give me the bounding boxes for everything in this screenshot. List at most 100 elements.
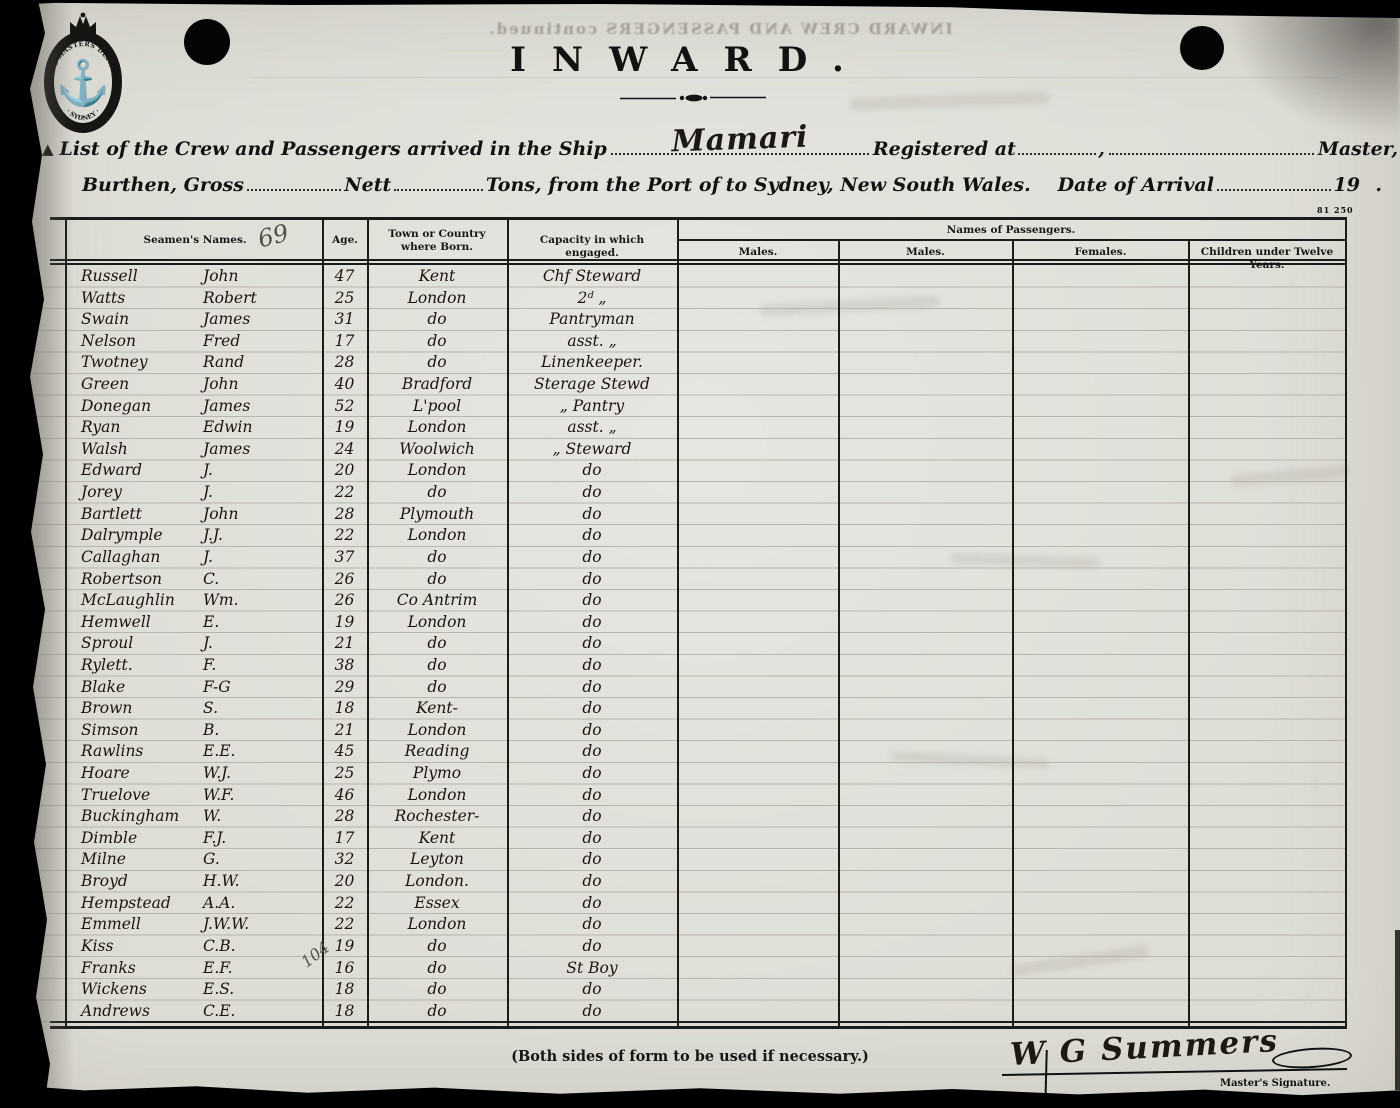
- cell-age: 22: [334, 526, 355, 545]
- surname: Franks: [81, 958, 136, 977]
- cell-passenger-children: [1188, 785, 1345, 807]
- cell-passenger-males-1: [677, 525, 838, 547]
- given-name: E.S.: [203, 980, 235, 999]
- header-bottom-line-1: [50, 259, 1347, 261]
- header-bottom-line-2: [50, 263, 1347, 265]
- cell-passenger-males-2: [838, 482, 1012, 504]
- cell-passenger-males-2: [838, 979, 1012, 1001]
- cell-seaman-name: Franks E.F.: [65, 958, 322, 980]
- cell-seaman-name: Robertson C.: [65, 569, 322, 591]
- given-name: James: [203, 439, 251, 458]
- cell-passenger-males-1: [677, 936, 838, 958]
- given-name: W.F.: [203, 785, 235, 804]
- cell-passenger-children: [1188, 439, 1345, 461]
- surname: Truelove: [81, 785, 151, 804]
- cell-capacity: do: [582, 742, 602, 761]
- surname: Ryan: [81, 418, 121, 437]
- table-row: Simson B. 21 London do: [65, 720, 1345, 742]
- cell-passenger-children: [1188, 331, 1345, 353]
- cell-passenger-males-2: [838, 828, 1012, 850]
- cell-born: do: [427, 353, 447, 372]
- cell-passenger-females: [1012, 547, 1188, 569]
- given-name: Edwin: [203, 418, 253, 437]
- surname: Hemwell: [81, 612, 151, 631]
- surname: Edward: [81, 461, 143, 480]
- cell-passenger-males-1: [677, 720, 838, 742]
- cell-age: 28: [334, 807, 355, 826]
- cell-passenger-males-2: [838, 958, 1012, 980]
- cell-passenger-children: [1188, 460, 1345, 482]
- gross-blank: [246, 189, 342, 191]
- cell-born: Bradford: [401, 375, 473, 394]
- surname: Russell: [81, 267, 138, 285]
- cell-born: Kent: [418, 828, 456, 847]
- cell-born: London: [407, 461, 467, 480]
- cell-seaman-name: Kiss C.B.: [65, 936, 322, 958]
- cell-passenger-children: [1188, 569, 1345, 591]
- cell-passenger-females: [1012, 741, 1188, 763]
- page-title: INWARD.: [510, 40, 870, 80]
- given-name: E.F.: [203, 958, 233, 977]
- ship-name-blank: Mamari: [610, 120, 869, 159]
- cell-passenger-males-1: [677, 655, 838, 677]
- cell-passenger-males-2: [838, 698, 1012, 720]
- cell-passenger-males-2: [838, 655, 1012, 677]
- cell-passenger-children: [1188, 698, 1345, 720]
- cell-passenger-males-1: [677, 893, 838, 915]
- cell-passenger-females: [1012, 849, 1188, 871]
- nett-blank: [394, 189, 483, 191]
- cell-capacity: do: [582, 483, 602, 502]
- cell-capacity: do: [582, 872, 602, 891]
- cell-passenger-males-2: [838, 763, 1012, 785]
- cell-passenger-females: [1012, 288, 1188, 310]
- cell-capacity: do: [582, 915, 602, 934]
- master-signature-label: Master's Signature.: [1220, 1078, 1331, 1089]
- cell-capacity: do: [582, 828, 602, 847]
- surname: Dimble: [81, 828, 138, 847]
- given-name: G.: [203, 850, 220, 869]
- tons-label: Tons, from the Port of: [485, 174, 720, 196]
- cell-capacity: „ Steward: [552, 439, 632, 458]
- corner-smudge: [1210, 0, 1400, 150]
- cell-passenger-females: [1012, 417, 1188, 439]
- col-border: [677, 217, 679, 1027]
- cell-seaman-name: Sproul J.: [65, 633, 322, 655]
- cell-born: London: [407, 915, 467, 934]
- cell-passenger-males-2: [838, 352, 1012, 374]
- cell-age: 21: [334, 720, 355, 739]
- cell-seaman-name: Rawlins E.E.: [65, 741, 322, 763]
- cell-passenger-males-1: [677, 741, 838, 763]
- surname: Emmell: [81, 915, 141, 934]
- col-border: [507, 217, 509, 1027]
- cell-seaman-name: Green John: [65, 374, 322, 396]
- cell-age: 18: [334, 1001, 355, 1020]
- table-row: Russell John 47 Kent Chf Steward: [65, 266, 1345, 288]
- given-name: S.: [203, 699, 218, 718]
- cell-age: 52: [334, 396, 355, 415]
- cell-passenger-children: [1188, 266, 1345, 288]
- table-bottom-line-1: [50, 1021, 1347, 1023]
- given-name: B.: [203, 720, 220, 739]
- cell-passenger-children: [1188, 633, 1345, 655]
- given-name: James: [203, 396, 251, 415]
- cell-passenger-females: [1012, 482, 1188, 504]
- table-row: Hoare W.J. 25 Plymo do: [65, 763, 1345, 785]
- table-row: Buckingham W. 28 Rochester-do: [65, 806, 1345, 828]
- cell-passenger-males-2: [838, 569, 1012, 591]
- cell-born: Rochester-: [394, 807, 480, 826]
- cell-capacity: Chf Steward: [542, 267, 642, 285]
- table-row: Sproul J. 21 do do: [65, 633, 1345, 655]
- cell-passenger-children: [1188, 482, 1345, 504]
- cell-passenger-males-1: [677, 590, 838, 612]
- footer-note: (Both sides of form to be used if necess…: [511, 1048, 869, 1065]
- cell-passenger-males-1: [677, 698, 838, 720]
- given-name: J.: [203, 483, 213, 502]
- cell-passenger-females: [1012, 331, 1188, 353]
- cell-seaman-name: Brown S.: [65, 698, 322, 720]
- faint-rule-line: [250, 77, 1340, 78]
- col-header-children: Children under Twelve Years.: [1200, 246, 1334, 272]
- form-print-number: 81 250: [1317, 205, 1354, 215]
- surname: Sproul: [81, 634, 134, 653]
- cell-age: 18: [334, 699, 355, 718]
- table-row: Wickens E.S. 18 do do: [65, 979, 1345, 1001]
